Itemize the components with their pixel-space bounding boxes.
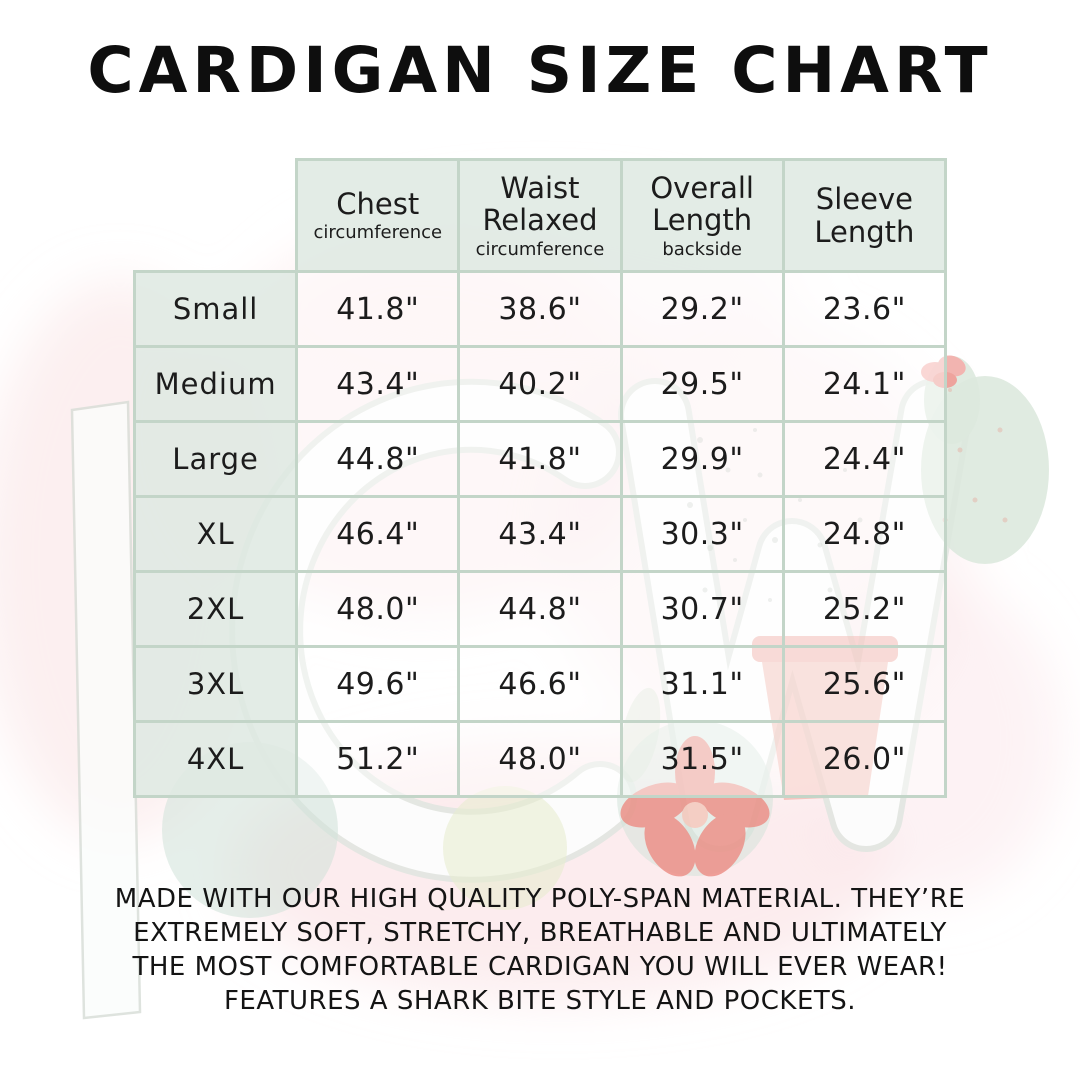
column-sublabel: backside (662, 238, 742, 260)
measurement-value: 23.6" (781, 270, 948, 348)
table-header-row: Chest circumference Waist Relaxed circum… (135, 158, 948, 273)
size-label: 3XL (132, 645, 299, 723)
table-row-large: Large 44.8" 41.8" 29.9" 24.4" (132, 420, 948, 498)
size-label: XL (132, 495, 299, 573)
size-chart-table: Chest circumference Waist Relaxed circum… (132, 158, 948, 798)
table-row-medium: Medium 43.4" 40.2" 29.5" 24.1" (132, 345, 948, 423)
column-sublabel: circumference (475, 238, 605, 260)
column-label: Overall Length (650, 170, 754, 238)
table-row-small: Small 41.8" 38.6" 29.2" 23.6" (132, 270, 948, 348)
description-line: THE MOST COMFORTABLE CARDIGAN YOU WILL E… (132, 952, 948, 982)
measurement-value: 48.0" (457, 720, 623, 798)
corner-cell (135, 160, 297, 272)
measurement-value: 25.6" (781, 645, 948, 723)
measurement-value: 30.7" (619, 570, 785, 648)
measurement-value: 46.4" (295, 495, 461, 573)
measurement-value: 24.4" (781, 420, 948, 498)
measurement-value: 43.4" (295, 345, 461, 423)
measurement-value: 49.6" (295, 645, 461, 723)
measurement-value: 26.0" (781, 720, 948, 798)
table-row-3xl: 3XL 49.6" 46.6" 31.1" 25.6" (132, 645, 948, 723)
table-row-2xl: 2XL 48.0" 44.8" 30.7" 25.2" (132, 570, 948, 648)
measurement-value: 40.2" (457, 345, 623, 423)
measurement-value: 31.1" (619, 645, 785, 723)
column-label: Waist Relaxed (482, 170, 598, 238)
size-label: Large (132, 420, 299, 498)
measurement-value: 43.4" (457, 495, 623, 573)
measurement-value: 46.6" (457, 645, 623, 723)
column-header-chest: Chest circumference (295, 158, 461, 273)
column-label: Sleeve Length (814, 182, 915, 249)
page-title: CARDIGAN SIZE CHART (87, 34, 993, 107)
table-row-4xl: 4XL 51.2" 48.0" 31.5" 26.0" (132, 720, 948, 798)
measurement-value: 41.8" (295, 270, 461, 348)
measurement-value: 41.8" (457, 420, 623, 498)
measurement-value: 51.2" (295, 720, 461, 798)
measurement-value: 29.9" (619, 420, 785, 498)
column-sublabel: circumference (313, 222, 443, 244)
table-row-xl: XL 46.4" 43.4" 30.3" 24.8" (132, 495, 948, 573)
product-description: MADE WITH OUR HIGH QUALITY POLY-SPAN MAT… (0, 882, 1080, 1018)
measurement-value: 44.8" (457, 570, 623, 648)
column-header-sleeve-length: Sleeve Length (781, 158, 948, 273)
column-header-overall-length: Overall Length backside (619, 158, 785, 273)
description-line: FEATURES A SHARK BITE STYLE AND POCKETS. (223, 986, 857, 1016)
size-label: 4XL (132, 720, 299, 798)
measurement-value: 25.2" (781, 570, 948, 648)
size-label: Medium (132, 345, 299, 423)
measurement-value: 44.8" (295, 420, 461, 498)
size-label: Small (132, 270, 299, 348)
column-header-waist-relaxed: Waist Relaxed circumference (457, 158, 623, 273)
measurement-value: 48.0" (295, 570, 461, 648)
description-line: MADE WITH OUR HIGH QUALITY POLY-SPAN MAT… (114, 884, 966, 914)
measurement-value: 29.2" (619, 270, 785, 348)
measurement-value: 29.5" (619, 345, 785, 423)
measurement-value: 31.5" (619, 720, 785, 798)
measurement-value: 24.8" (781, 495, 948, 573)
description-line: EXTREMELY SOFT, STRETCHY, BREATHABLE AND… (133, 918, 947, 948)
measurement-value: 30.3" (619, 495, 785, 573)
measurement-value: 38.6" (457, 270, 623, 348)
column-label: Chest (336, 186, 420, 221)
measurement-value: 24.1" (781, 345, 948, 423)
size-label: 2XL (132, 570, 299, 648)
